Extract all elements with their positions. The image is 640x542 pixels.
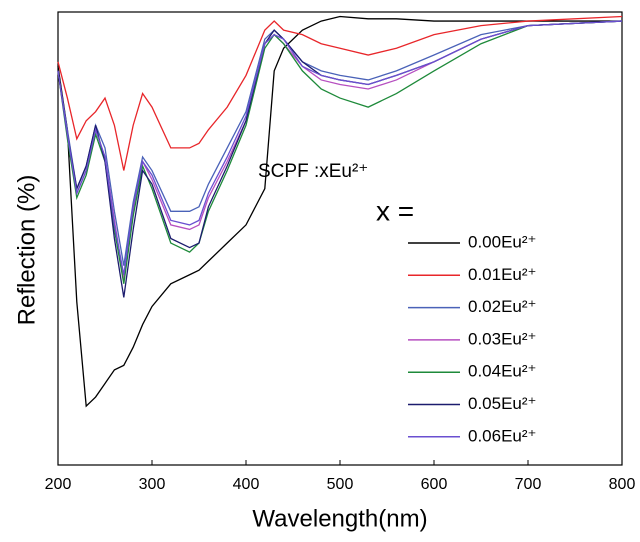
x-tick-label: 300 [139,476,166,493]
legend-label: 0.05Eu²⁺ [468,394,537,413]
legend-title: x = [376,195,414,226]
series-line [57,20,623,275]
x-tick-label: 600 [421,476,448,493]
x-tick-label: 200 [45,476,72,493]
x-tick-label: 500 [327,476,354,493]
series-line [57,15,623,171]
series-line [57,15,622,408]
legend-label: 0.02Eu²⁺ [468,297,537,316]
legend-label: 0.06Eu²⁺ [468,426,537,445]
x-axis-title: Wavelength(nm) [252,505,427,532]
annotation: SCPF :xEu²⁺ [258,161,368,182]
legend-label: 0.03Eu²⁺ [468,329,537,348]
legend-label: 0.00Eu²⁺ [468,232,537,251]
legend-label: 0.04Eu²⁺ [468,362,537,381]
x-tick-label: 800 [609,476,636,493]
legend-label: 0.01Eu²⁺ [468,265,537,284]
x-tick-label: 700 [515,476,542,493]
x-tick-label: 400 [233,476,260,493]
series-line [57,20,623,284]
series-line [57,20,623,280]
y-axis-title: Reflection (%) [13,175,40,326]
series-line [57,20,623,266]
